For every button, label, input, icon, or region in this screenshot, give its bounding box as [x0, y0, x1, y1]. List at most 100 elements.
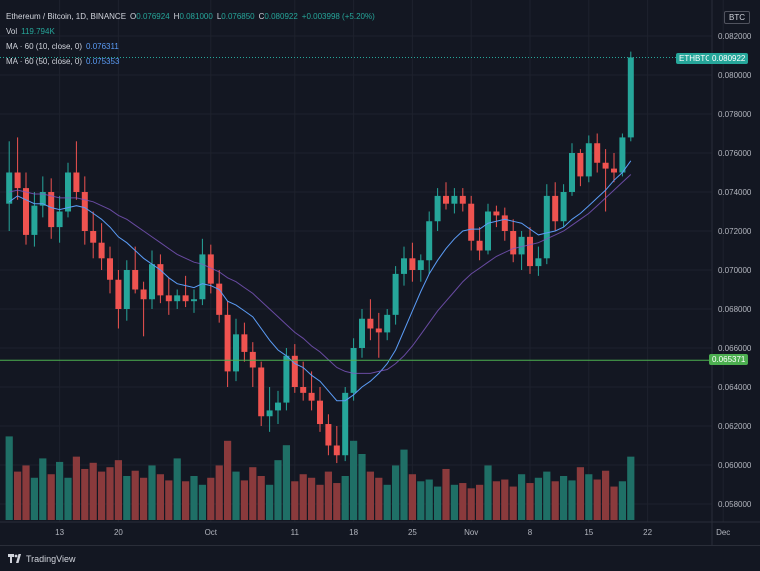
volume-bar [140, 477, 148, 520]
chart-legend: Ethereum / Bitcoin, 1D, BINANCE O0.07692… [6, 9, 375, 69]
vol-value: 119.794K [21, 27, 55, 36]
volume-bar [602, 470, 610, 520]
time-tick-label: 25 [408, 528, 417, 537]
volume-bar [425, 479, 433, 520]
ma2-label[interactable]: MA · 60 (50, close, 0) [6, 57, 83, 66]
volume-bar [375, 477, 383, 520]
time-tick-label: 22 [643, 528, 652, 537]
candle-body [611, 168, 617, 173]
tradingview-logo-icon [8, 554, 21, 563]
candle-body [31, 205, 38, 235]
candle-body [224, 314, 231, 372]
price-tick-label: 0.064000 [718, 383, 752, 392]
time-tick-label: 20 [114, 528, 123, 537]
close-label: C [258, 12, 265, 21]
candle-body [527, 236, 533, 267]
candle-body [476, 240, 483, 251]
price-tick-label: 0.066000 [718, 344, 752, 353]
candle-body [451, 195, 458, 204]
volume-bar [114, 460, 122, 520]
low-value: 0.076850 [221, 12, 255, 21]
volume-bar [308, 477, 316, 520]
candle-body [291, 355, 298, 387]
candle-body [300, 387, 307, 393]
volume-bar [383, 484, 391, 520]
high-label: H [173, 12, 180, 21]
hline-price-tag: 0.065371 [709, 354, 749, 365]
volume-bar [81, 468, 89, 520]
symbol-label[interactable]: Ethereum / Bitcoin, 1D, BINANCE [6, 12, 127, 21]
volume-bar [518, 474, 526, 520]
volume-bar [392, 465, 400, 520]
time-tick-label: 15 [584, 528, 593, 537]
time-tick-label: Nov [464, 528, 478, 537]
high-value: 0.081000 [179, 12, 213, 21]
volume-bar [450, 484, 458, 520]
candle-body [132, 270, 139, 290]
ma50-line [9, 174, 632, 374]
candle-body [552, 195, 559, 222]
candle-body [48, 192, 55, 228]
candle-body [501, 215, 508, 231]
volume-bar [106, 467, 114, 520]
price-tick-label: 0.082000 [718, 32, 752, 41]
candle-body [543, 195, 550, 259]
volume-bar [89, 462, 97, 520]
candle-body [174, 295, 181, 302]
candle-body [157, 264, 164, 296]
volume-bar [98, 471, 106, 520]
volume-bar [240, 480, 248, 520]
volume-bar [148, 465, 156, 520]
volume-bar [156, 474, 164, 520]
candle-body [241, 334, 248, 352]
volume-bar [190, 476, 198, 520]
volume-bar [400, 449, 408, 520]
candle-body [342, 392, 349, 456]
candle-body [191, 299, 197, 302]
volume-bar [215, 465, 223, 520]
volume-bar [585, 474, 593, 520]
volume-bar [459, 483, 467, 520]
volume-bar [534, 477, 542, 520]
ma10-line [8, 160, 632, 402]
candle-body [149, 264, 155, 300]
ma1-value: 0.076311 [86, 42, 119, 51]
volume-bar [316, 484, 324, 520]
candle-body [140, 289, 147, 300]
volume-bar [627, 456, 635, 520]
volume-bar [560, 476, 568, 520]
candle-body [199, 254, 206, 300]
volume-bar [207, 477, 215, 520]
candle-body [367, 318, 374, 329]
volume-bar [366, 471, 374, 520]
volume-bar [173, 458, 181, 520]
candle-body [359, 318, 365, 348]
brand-name[interactable]: TradingView [26, 553, 76, 564]
time-tick-label: 8 [528, 528, 533, 537]
time-tick-label: Dec [716, 528, 730, 537]
volume-bar [64, 477, 72, 520]
price-tick-label: 0.080000 [718, 71, 752, 80]
ma2-value: 0.075353 [86, 57, 120, 66]
candle-body [468, 203, 475, 241]
volume-bar [232, 471, 240, 520]
price-tick-label: 0.068000 [718, 305, 752, 314]
time-tick-label: 11 [291, 528, 300, 537]
candle-body [518, 236, 525, 255]
volume-bar [333, 483, 341, 520]
volume-bar [249, 467, 257, 520]
volume-bar [39, 458, 47, 520]
candle-body [392, 273, 399, 315]
volume-bar [282, 445, 290, 520]
volume-bar [266, 484, 274, 520]
ma1-label[interactable]: MA · 60 (10, close, 0) [6, 42, 83, 51]
volume-bar [131, 470, 139, 520]
volume-bar [30, 477, 38, 520]
volume-bar [501, 479, 509, 520]
volume-bar [568, 480, 576, 520]
candle-body [375, 328, 382, 333]
volume-bar [358, 454, 366, 520]
volume-bar [350, 440, 358, 520]
price-chart[interactable]: 0.058000 0.060000 0.062000 0.064000 0.066000… [0, 0, 760, 545]
volume-bar [198, 484, 206, 520]
